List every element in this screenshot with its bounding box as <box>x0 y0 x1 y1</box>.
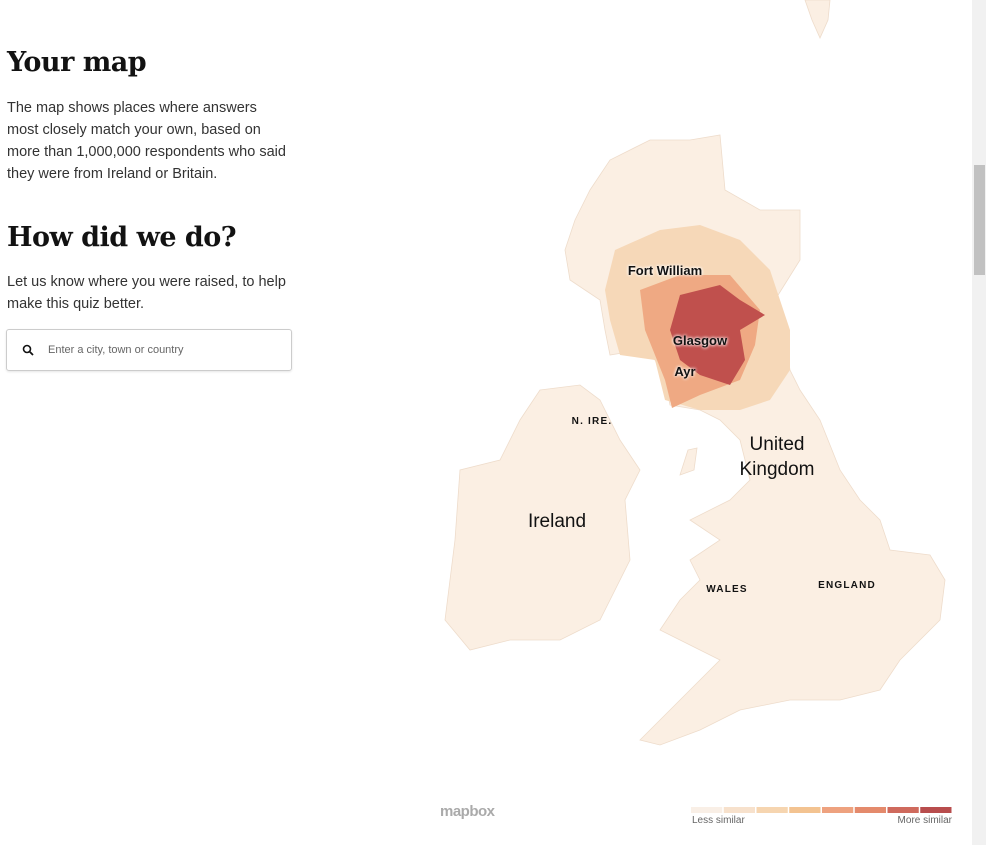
map-label: N. IRE. <box>571 416 613 427</box>
legend-swatch <box>691 807 723 813</box>
ireland <box>444 384 641 651</box>
title: Your map <box>7 47 147 78</box>
legend-swatch <box>887 807 919 813</box>
map-label: Glasgow <box>672 333 728 348</box>
map-label: Ireland <box>527 511 587 532</box>
legend <box>691 807 952 813</box>
attribution[interactable]: mapbox <box>440 803 495 820</box>
feedback-text: Let us know where you were raised, to he… <box>7 274 286 312</box>
map-label: Ayr <box>674 364 696 379</box>
search-icon <box>22 344 34 356</box>
map-label: WALES <box>706 584 748 595</box>
scrollbar-thumb[interactable] <box>974 165 985 275</box>
map-label: Fort William <box>627 263 703 278</box>
map-label: ENGLAND <box>818 580 876 591</box>
legend-swatch <box>920 807 952 813</box>
region-high <box>670 285 765 385</box>
search-placeholder: Enter a city, town or country <box>48 344 184 356</box>
isle-of-man <box>679 447 698 476</box>
legend-swatch <box>756 807 788 813</box>
legend-swatch <box>789 807 821 813</box>
description: The map shows places where answers most … <box>7 100 286 182</box>
legend-low: Less similar <box>692 815 745 826</box>
legend-swatch <box>854 807 886 813</box>
legend-swatch <box>723 807 755 813</box>
map-label: United Kingdom <box>739 434 815 480</box>
legend-high: More similar <box>897 815 952 826</box>
scrollbar[interactable] <box>972 0 986 845</box>
search-box[interactable]: Enter a city, town or country <box>6 329 292 371</box>
feedback-title: How did we do? <box>7 222 237 253</box>
shetland <box>804 0 831 39</box>
legend-swatch <box>822 807 854 813</box>
